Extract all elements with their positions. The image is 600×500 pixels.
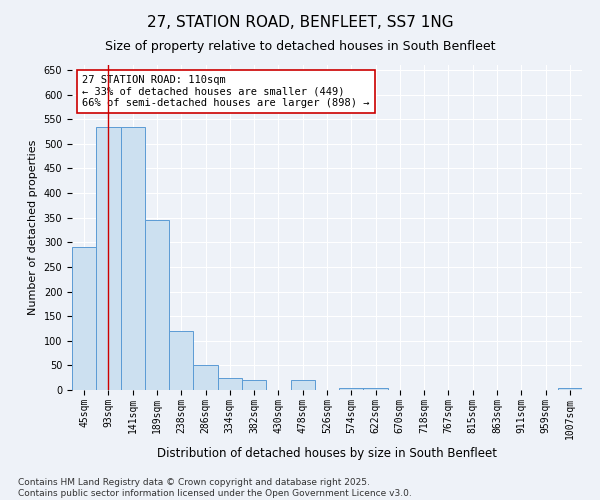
Bar bbox=[121, 126, 145, 390]
Bar bbox=[169, 331, 193, 390]
Text: Size of property relative to detached houses in South Benfleet: Size of property relative to detached ho… bbox=[105, 40, 495, 53]
Bar bbox=[364, 388, 388, 390]
X-axis label: Distribution of detached houses by size in South Benfleet: Distribution of detached houses by size … bbox=[157, 447, 497, 460]
Y-axis label: Number of detached properties: Number of detached properties bbox=[28, 140, 38, 315]
Text: Contains HM Land Registry data © Crown copyright and database right 2025.
Contai: Contains HM Land Registry data © Crown c… bbox=[18, 478, 412, 498]
Text: 27 STATION ROAD: 110sqm
← 33% of detached houses are smaller (449)
66% of semi-d: 27 STATION ROAD: 110sqm ← 33% of detache… bbox=[82, 74, 370, 108]
Bar bbox=[72, 247, 96, 390]
Bar bbox=[145, 220, 169, 390]
Text: 27, STATION ROAD, BENFLEET, SS7 1NG: 27, STATION ROAD, BENFLEET, SS7 1NG bbox=[146, 15, 454, 30]
Bar bbox=[558, 388, 582, 390]
Bar bbox=[193, 366, 218, 390]
Bar bbox=[290, 380, 315, 390]
Bar bbox=[242, 380, 266, 390]
Bar bbox=[218, 378, 242, 390]
Bar bbox=[96, 126, 121, 390]
Bar bbox=[339, 388, 364, 390]
